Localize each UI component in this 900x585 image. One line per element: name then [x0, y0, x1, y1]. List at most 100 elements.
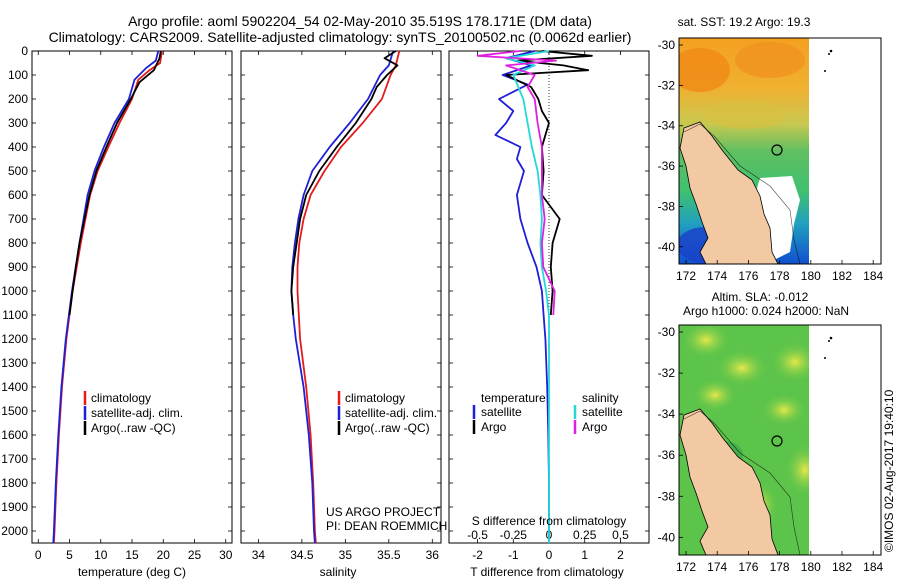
map-y-tick-label: -36: [658, 448, 676, 462]
sst-map-title: sat. SST: 19.2 Argo: 19.3: [678, 15, 811, 29]
depth-tick-label: 1500: [1, 404, 28, 418]
sla-map-title-1: Altim. SLA: -0.012: [712, 290, 809, 304]
map-y-tick-label: -36: [658, 159, 676, 173]
sst-map-blank-area: [809, 38, 881, 264]
map-y-tick-label: -32: [658, 78, 676, 92]
temperature-legend: climatology satellite-adj. clim. Argo(..…: [83, 391, 183, 435]
argo-float-marker: [771, 435, 783, 447]
x-tick-label: 0: [35, 548, 42, 562]
depth-tick-label: 200: [8, 92, 28, 106]
x-tick-label: -2: [472, 548, 483, 562]
x-tick-label: 2: [617, 548, 624, 562]
header-line-2: Climatology: CARS2009. Satellite-adjuste…: [49, 29, 632, 45]
difference-legend: temperature satellite Argo salinity sate…: [472, 391, 623, 434]
depth-tick-label: 300: [8, 116, 28, 130]
difference-panel: -2 -1 0 1 2-0.5 -0.25 0 0.25 0.5: [467, 50, 629, 562]
map-x-tick-label: 180: [801, 560, 821, 574]
x-tick-label: 34.5: [290, 548, 314, 562]
depth-tick-label: 1600: [1, 428, 28, 442]
imos-credit: ©IMOS 02-Aug-2017 19:40:10: [882, 389, 896, 552]
map-y-tick-label: -40: [658, 240, 676, 254]
map-y-tick-label: -30: [658, 325, 676, 339]
legend-title-salinity: salinity: [582, 391, 619, 405]
map-x-tick-label: 178: [770, 560, 790, 574]
s-difference-tick-label: 0.5: [612, 528, 629, 542]
x-tick-label: 1: [581, 548, 588, 562]
depth-tick-label: 800: [8, 236, 28, 250]
map-y-tick-label: -38: [658, 489, 676, 503]
sla-map-title-2: Argo h1000: 0.024 h2000: NaN: [683, 304, 849, 318]
argo-float-marker: [771, 144, 783, 156]
s-difference-tick-label: -0.5: [467, 528, 488, 542]
legend-label-t-argo: Argo: [481, 420, 507, 434]
map-x-tick-label: 176: [738, 269, 758, 283]
s-difference-axis-title: S difference from climatology: [472, 514, 627, 528]
x-tick-label: 15: [125, 548, 139, 562]
land-north-island: [679, 408, 779, 555]
series-argo: [290, 50, 399, 316]
series-s-argo: [476, 50, 557, 316]
legend-label-s-satellite: satellite: [582, 405, 623, 419]
map-x-tick-label: 184: [863, 560, 883, 574]
depth-tick-label: 1400: [1, 380, 28, 394]
series-t-argo: [505, 50, 593, 316]
legend-label-argo: Argo(..raw -QC): [91, 421, 176, 435]
series-satellite-adj-clim-: [52, 50, 160, 544]
sst-map-frame: [678, 37, 882, 265]
x-tick-label: 35.5: [377, 548, 401, 562]
series-s-satellite: [505, 50, 550, 543]
depth-tick-label: 900: [8, 260, 28, 274]
map-y-tick-label: -34: [658, 119, 676, 133]
s-difference-tick-label: -0.25: [500, 528, 528, 542]
depth-tick-label: 1100: [2, 308, 28, 322]
x-tick-label: 30: [219, 548, 233, 562]
map-x-tick-label: 180: [801, 269, 821, 283]
depth-tick-label: 1300: [1, 356, 28, 370]
series-argo: [68, 50, 162, 316]
header-line-1: Argo profile: aoml 5902204_54 02-May-201…: [128, 13, 592, 29]
salinity-panel: 34 34.5 35 35.5 36: [252, 50, 439, 562]
t-difference-axis-title: T difference from climatology: [470, 565, 624, 579]
map-x-tick-label: 174: [707, 269, 727, 283]
depth-tick-label: 400: [8, 140, 28, 154]
depth-tick-label: 1800: [1, 476, 28, 490]
series-satellite-adj-clim-: [290, 50, 395, 544]
map-y-tick-label: -32: [658, 366, 676, 380]
map-x-tick-label: 184: [863, 269, 883, 283]
map-y-tick-label: -30: [658, 38, 676, 52]
map-y-tick-label: -38: [658, 199, 676, 213]
map-x-tick-label: 172: [676, 269, 696, 283]
project-label: US ARGO PROJECT: [326, 505, 441, 519]
salinity-panel-frame: [240, 50, 442, 544]
map-y-tick-label: -40: [658, 530, 676, 544]
legend-label-climatology: climatology: [91, 391, 151, 405]
x-tick-label: 25: [188, 548, 202, 562]
map-y-tick-label: -34: [658, 407, 676, 421]
map-x-tick-label: 182: [832, 269, 852, 283]
legend-label-climatology: climatology: [345, 391, 405, 405]
x-tick-label: 10: [94, 548, 108, 562]
x-tick-label: 35: [339, 548, 353, 562]
legend-label-satellite: satellite-adj. clim.: [345, 406, 437, 420]
x-tick-label: 5: [66, 548, 73, 562]
salinity-legend: climatology satellite-adj. clim. Argo(..…: [337, 391, 437, 435]
map-x-tick-label: 182: [832, 560, 852, 574]
sla-map-frame: [678, 324, 882, 556]
legend-title-temperature: temperature: [481, 391, 546, 405]
x-tick-label: 20: [157, 548, 171, 562]
depth-tick-label: 600: [8, 188, 28, 202]
legend-label-t-satellite: satellite: [481, 405, 522, 419]
legend-label-argo: Argo(..raw -QC): [345, 421, 430, 435]
depth-tick-label: 1000: [1, 284, 28, 298]
temperature-axis-title: temperature (deg C): [78, 565, 186, 579]
depth-tick-label: 100: [8, 68, 28, 82]
map-x-tick-label: 172: [676, 560, 696, 574]
depth-tick-label: 2000: [1, 524, 28, 538]
depth-axis: 0 100 200 300 400 500 600 700 800 900 1000 1100 1200…: [1, 44, 649, 538]
salinity-axis-title: salinity: [320, 565, 357, 579]
x-tick-label: -1: [508, 548, 519, 562]
legend-label-s-argo: Argo: [582, 420, 608, 434]
depth-tick-label: 700: [8, 212, 28, 226]
